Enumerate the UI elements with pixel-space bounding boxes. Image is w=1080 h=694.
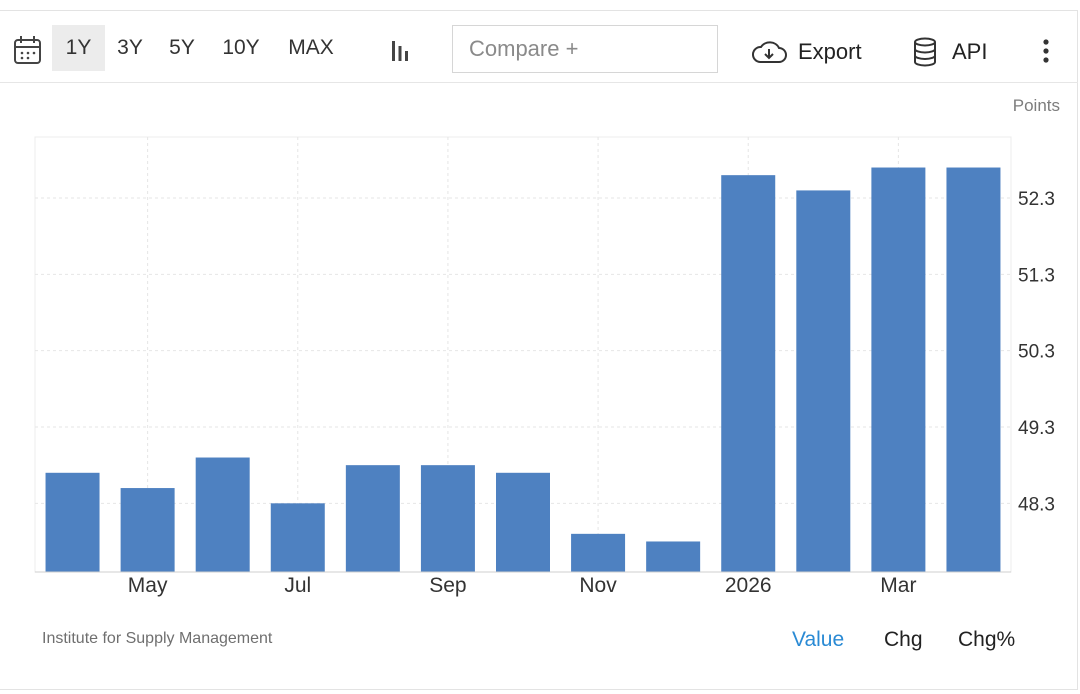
bar-chart-icon[interactable]: [384, 36, 416, 64]
chart-toolbar: [0, 12, 1078, 83]
x-tick-label: Sep: [429, 574, 466, 597]
bar-chart: 48.3 49.3 50.3 51.3 52.3 May Jul Sep Nov 2026 Mar: [34, 136, 1055, 597]
y-tick-label: 48.3: [1018, 494, 1055, 515]
tab-chg[interactable]: Chg: [884, 628, 923, 651]
bar: [796, 190, 851, 572]
bar: [420, 465, 475, 572]
bar: [345, 465, 400, 572]
y-tick-label: 49.3: [1018, 418, 1055, 439]
more-vert-icon[interactable]: [1034, 36, 1058, 66]
export-button[interactable]: Export: [750, 30, 874, 74]
y-tick-label: 52.3: [1018, 189, 1055, 210]
bar: [45, 472, 100, 572]
chart-panel: [0, 10, 1078, 690]
bar: [646, 541, 701, 572]
bar: [195, 457, 250, 572]
export-label: Export: [798, 39, 862, 64]
compare-input[interactable]: Compare +: [452, 25, 718, 73]
bar: [871, 167, 926, 573]
bar: [721, 175, 776, 572]
range-3y-button[interactable]: 3Y: [117, 36, 143, 59]
source-label: Institute for Supply Management: [42, 630, 273, 647]
range-max-button[interactable]: MAX: [288, 36, 334, 59]
x-tick-label: May: [128, 574, 168, 597]
api-label: API: [952, 39, 988, 64]
range-1y-button[interactable]: 1Y: [52, 25, 105, 71]
x-tick-label: Mar: [880, 574, 916, 597]
y-tick-label: 51.3: [1018, 265, 1055, 286]
range-5y-button[interactable]: 5Y: [169, 36, 195, 59]
tab-value[interactable]: Value: [792, 628, 845, 651]
x-tick-label: Jul: [284, 574, 311, 597]
cloud-download-icon: [750, 39, 788, 65]
bar: [270, 503, 325, 572]
bar: [571, 533, 626, 572]
range-10y-button[interactable]: 10Y: [222, 36, 260, 59]
bar: [120, 488, 175, 572]
bar: [496, 472, 550, 572]
unit-label: Points: [1012, 96, 1060, 115]
calendar-icon[interactable]: [12, 33, 44, 67]
y-tick-label: 50.3: [1018, 342, 1055, 363]
x-tick-label: Nov: [579, 574, 617, 597]
x-tick-label: 2026: [725, 574, 772, 597]
tab-chg-percent[interactable]: Chg%: [958, 628, 1016, 651]
bar: [946, 167, 1001, 573]
database-icon: [912, 37, 938, 67]
api-button[interactable]: API: [912, 30, 996, 74]
